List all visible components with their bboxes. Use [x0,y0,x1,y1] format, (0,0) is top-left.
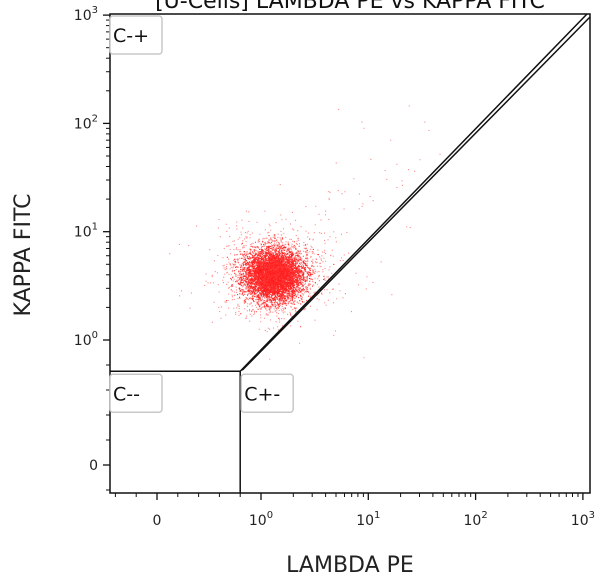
y-tick-label: 102 [74,113,98,132]
y-tick-label: 103 [74,5,98,24]
gate-label-box [109,373,163,413]
y-tick-label: 0 [89,458,98,474]
y-tick-label: 101 [74,222,98,241]
x-tick-label: 102 [463,510,487,529]
gate-diagonal-line[interactable] [239,13,588,372]
gate-label-text: C-+ [113,25,149,47]
gate-label-bottom-left[interactable]: C-- [109,373,163,413]
gate-label-box [109,15,163,55]
quadrant-gates[interactable] [110,13,591,493]
event-dot-core [225,234,335,328]
gate-label-top-left[interactable]: C-+ [109,15,163,55]
x-axis: 0 100 101 102 103 [114,493,595,529]
event-dots [169,105,446,360]
x-tick-label: 101 [356,510,380,529]
y-axis-title: KAPPA FITC [11,194,36,317]
gate-labels: C-+ C-- C+- [109,15,294,413]
gate-label-text: C+- [244,383,280,405]
event-dot-cloud [169,105,446,360]
x-tick-label: 100 [249,510,273,529]
gate-label-text: C-- [113,383,140,405]
chart-title: [U-Cells] LAMBDA PE vs KAPPA FITC [155,0,545,14]
gate-label-bottom-right[interactable]: C+- [240,373,294,413]
y-tick-label: 100 [74,330,98,349]
gate-label-box [240,373,294,413]
y-axis: 0 100 101 102 103 [74,5,110,491]
x-axis-title: LAMBDA PE [286,553,414,578]
plot-frame [109,13,591,494]
x-tick-label: 103 [571,510,595,529]
x-tick-label: 0 [153,513,162,529]
gate-diagonal-line-2[interactable] [241,16,591,371]
